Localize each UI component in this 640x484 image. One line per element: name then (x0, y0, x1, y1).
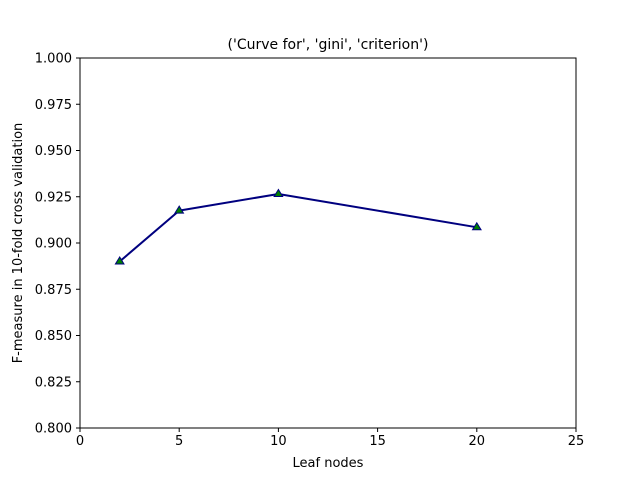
y-tick-label: 0.900 (35, 237, 72, 252)
x-tick-label: 10 (270, 434, 287, 449)
x-tick-label: 25 (568, 434, 585, 449)
y-tick-label: 0.950 (35, 144, 72, 159)
y-tick-label: 0.800 (35, 422, 72, 437)
y-tick-label: 1.000 (35, 52, 72, 67)
y-axis-label: F-measure in 10-fold cross validation (11, 123, 26, 364)
series-layer (114, 188, 482, 265)
data-point-marker (471, 221, 482, 231)
x-tick-label: 5 (175, 434, 183, 449)
x-tick-label: 0 (76, 434, 84, 449)
y-tick-label: 0.850 (35, 329, 72, 344)
data-point-marker (273, 188, 284, 197)
data-point-marker (114, 256, 125, 265)
data-point-marker (174, 205, 185, 214)
y-tick-label: 0.925 (35, 190, 72, 205)
x-tick-label: 20 (469, 434, 486, 449)
y-tick-label: 0.825 (35, 375, 72, 390)
x-axis-label: Leaf nodes (293, 456, 364, 471)
axes: 0 5 10 15 20 25 0.800 0.825 0.850 0.875 0.900 0.925… (35, 52, 584, 450)
y-tick-label: 0.875 (35, 283, 72, 298)
chart-title: ('Curve for', 'gini', 'criterion') (228, 37, 429, 53)
x-tick-label: 15 (369, 434, 386, 449)
series-line (118, 192, 478, 263)
y-tick-label: 0.975 (35, 98, 72, 113)
plot-area-frame (79, 57, 577, 429)
